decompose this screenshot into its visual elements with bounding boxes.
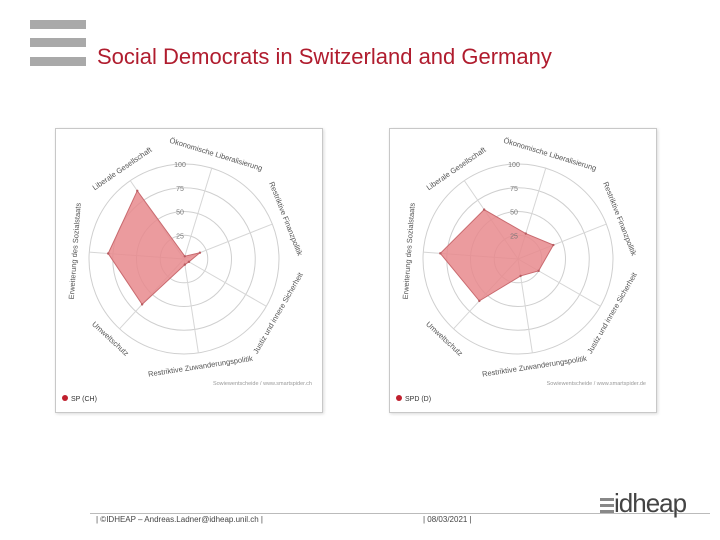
axis-label: Erweiterung des Sozialstaats xyxy=(401,202,417,299)
axis-label: Restriktive Finanzpolitik xyxy=(601,180,638,257)
tick-label: 50 xyxy=(176,210,184,217)
data-point xyxy=(519,274,522,278)
grid-ring xyxy=(422,163,614,355)
data-point xyxy=(537,269,540,273)
tick-label: 100 xyxy=(174,162,186,169)
axis-label: Justiz und innere Sicherheit xyxy=(585,270,639,355)
tick-label: 50 xyxy=(510,210,518,217)
tick-label: 100 xyxy=(508,162,520,169)
grid-ring xyxy=(88,163,280,355)
axis-spoke xyxy=(183,168,213,260)
data-point xyxy=(136,189,139,193)
data-point xyxy=(524,232,527,235)
axis-label: Liberale Gesellschaft xyxy=(425,145,489,193)
legend-label: SPD (D) xyxy=(405,396,431,403)
footer-divider xyxy=(90,513,710,514)
idheap-logo-text: idheap xyxy=(614,488,687,518)
legend-marker xyxy=(62,395,68,401)
axis-label: Restriktive Finanzpolitik xyxy=(267,180,304,257)
source-note: Sowiewentscheide / www.smartspider.ch xyxy=(213,381,312,387)
data-point xyxy=(478,299,481,303)
tick-label: 25 xyxy=(510,233,518,240)
slide-title: Social Democrats in Switzerland and Germ… xyxy=(97,44,552,69)
footer-contact: | ©IDHEAP – Andreas.Ladner@idheap.unil.c… xyxy=(96,515,264,524)
source-note: Sowiewentscheide / www.smartspider.de xyxy=(547,381,646,387)
legend-marker xyxy=(396,395,402,401)
axis-label: Umweltschutz xyxy=(424,320,465,358)
tick-label: 25 xyxy=(176,233,184,240)
axis-spoke xyxy=(183,258,267,307)
data-point xyxy=(198,251,202,254)
axis-spoke xyxy=(183,258,199,353)
series-area xyxy=(107,189,201,306)
tick-label: 75 xyxy=(176,186,184,193)
data-point xyxy=(482,208,486,211)
idheap-logo-lines xyxy=(600,498,614,516)
data-point xyxy=(187,260,191,264)
data-point xyxy=(183,263,187,266)
chart-ch: 25 50 75 100 Ökonomische Liberalisierung Rest… xyxy=(55,128,323,413)
legend-label: SP (CH) xyxy=(71,396,97,403)
footer-date: | 08/03/2021 | xyxy=(423,515,472,524)
axis-label: Erweiterung des Sozialstaats xyxy=(67,202,83,299)
axis-label: Restriktive Zuwanderungspolitik xyxy=(481,354,587,379)
data-point xyxy=(183,255,187,258)
data-point xyxy=(552,243,555,247)
axis-label: Liberale Gesellschaft xyxy=(91,145,155,193)
logo-bars xyxy=(30,20,86,76)
data-point xyxy=(140,303,144,306)
data-point xyxy=(106,252,110,255)
idheap-logo: idheap xyxy=(600,488,690,522)
axis-label: Restriktive Zuwanderungspolitik xyxy=(147,354,253,379)
chart-de: 25 50 75 100 Ökonomische Liberalisierung Rest… xyxy=(389,128,657,413)
axis-label: Umweltschutz xyxy=(90,320,131,358)
data-point xyxy=(439,252,442,255)
axis-label: Justiz und innere Sicherheit xyxy=(251,270,305,355)
tick-label: 75 xyxy=(510,186,518,193)
series-area xyxy=(439,209,555,302)
